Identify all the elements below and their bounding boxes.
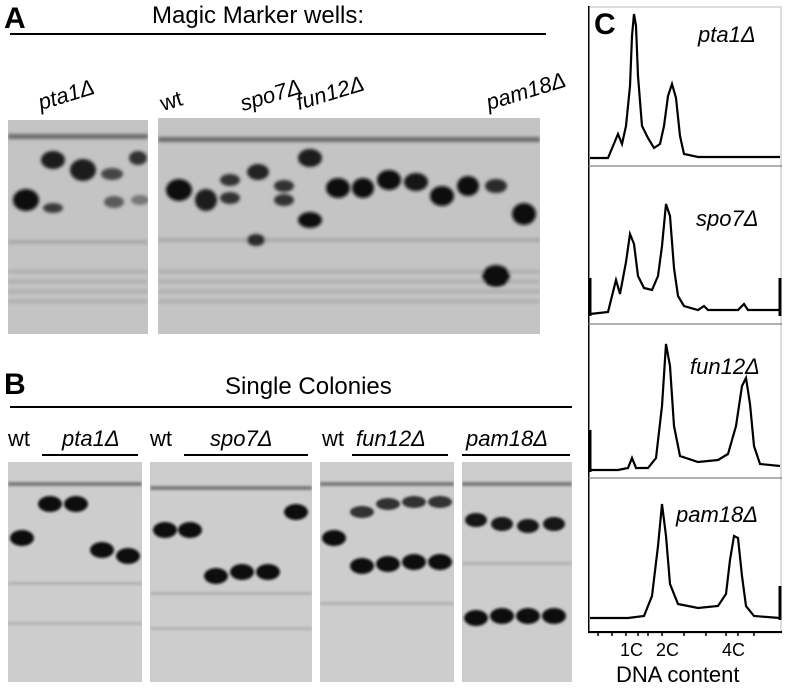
x-axis-ticks bbox=[597, 632, 755, 636]
gel-b-pta1 bbox=[8, 462, 142, 682]
gel-a-left-blot bbox=[8, 120, 148, 334]
gel-b-pam18 bbox=[462, 462, 572, 682]
gel-b-fun12 bbox=[320, 462, 454, 682]
panel-b-label-spo7: spo7Δ bbox=[210, 426, 273, 451]
x-tick-2c: 2C bbox=[656, 640, 680, 660]
panel-b-rule-fun12 bbox=[352, 454, 448, 456]
panel-b-rule-pta1 bbox=[42, 454, 138, 456]
x-tick-4c: 4C bbox=[722, 640, 746, 660]
panel-b-label-wt-3: wt bbox=[322, 426, 344, 451]
panel-b-title: Single Colonies bbox=[225, 373, 392, 400]
panel-b-letter: B bbox=[4, 368, 26, 401]
panel-a-label-fun12: fun12Δ bbox=[292, 70, 368, 115]
histogram-spo7 bbox=[589, 203, 780, 316]
panel-b-rule-pam18 bbox=[462, 454, 570, 456]
gel-a-right bbox=[158, 118, 540, 334]
histogram-pta1 bbox=[590, 13, 780, 160]
panel-b-label-wt-1: wt bbox=[8, 426, 30, 451]
panel-a-label-wt: wt bbox=[156, 85, 186, 116]
panel-c-label-spo7: spo7Δ bbox=[696, 206, 759, 231]
flow-cytometry-histograms bbox=[588, 6, 782, 636]
gel-b-spo7-blot bbox=[150, 462, 312, 682]
panel-b-label-pam18: pam18Δ bbox=[466, 426, 549, 451]
panel-a-label-pta1: pta1Δ bbox=[34, 74, 98, 115]
panel-a-title-rule bbox=[10, 33, 546, 35]
panel-a-label-pam18: pam18Δ bbox=[482, 67, 569, 115]
x-tick-1c: 1C bbox=[620, 640, 644, 660]
panel-b-label-pta1: pta1Δ bbox=[62, 426, 120, 451]
gel-a-left bbox=[8, 120, 148, 334]
panel-b-title-rule bbox=[10, 406, 572, 408]
panel-c-label-pam18: pam18Δ bbox=[676, 502, 759, 527]
gel-b-spo7 bbox=[150, 462, 312, 682]
panel-a-title: Magic Marker wells: bbox=[152, 2, 365, 29]
panel-c-letter: C bbox=[594, 8, 616, 41]
histogram-fun12 bbox=[590, 343, 781, 472]
panel-b-rule-spo7 bbox=[184, 454, 308, 456]
x-axis-label: DNA content bbox=[616, 662, 740, 687]
gel-a-right-blot bbox=[158, 118, 540, 334]
panel-a-letter: A bbox=[4, 2, 26, 35]
panel-c-label-pta1: pta1Δ bbox=[698, 22, 756, 47]
gel-b-fun12-blot bbox=[320, 462, 454, 682]
panel-b-label-wt-2: wt bbox=[150, 426, 172, 451]
panel-c-label-fun12: fun12Δ bbox=[690, 354, 760, 379]
gel-b-pam18-blot bbox=[462, 462, 572, 682]
flow-cytometry-panel bbox=[588, 6, 784, 636]
gel-b-pta1-blot bbox=[8, 462, 142, 682]
histogram-pam18 bbox=[590, 503, 781, 620]
panel-b-label-fun12: fun12Δ bbox=[356, 426, 426, 451]
